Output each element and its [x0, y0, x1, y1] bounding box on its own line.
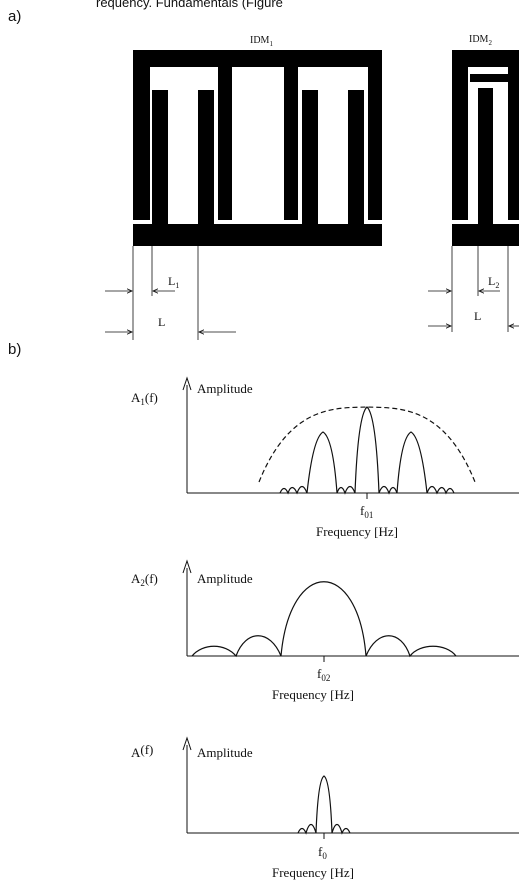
- idm2-left-frame: [452, 50, 468, 220]
- idm2-top-busbar: [452, 50, 519, 67]
- idm1-transducer: [133, 50, 382, 246]
- dim-l-label-2: L: [474, 309, 481, 323]
- plot-1-envelope: [258, 406, 476, 483]
- idm1-finger-cap-1: [152, 90, 168, 100]
- plot-2-tick-label: f02: [317, 666, 330, 683]
- panel-label-a: a): [8, 8, 22, 25]
- cropped-header-text: requency. Fundamentals (Figure: [96, 0, 283, 10]
- plot-1-amplitude-label: Amplitude: [197, 381, 253, 396]
- idm2-inner-bar: [470, 74, 508, 82]
- idm2-transducer: [452, 50, 519, 246]
- plot-3-response-curve: [297, 775, 351, 835]
- idm1-label: IDM1: [250, 35, 273, 48]
- plot-2-y-arrow: [182, 559, 192, 574]
- idm2-dimensions: [428, 246, 519, 332]
- idm1-finger-bottom-1: [152, 90, 168, 224]
- plot-1: [182, 376, 519, 499]
- plot-2-ylabel: A2(f): [131, 571, 158, 588]
- plot-1-ylabel: A1(f): [131, 390, 158, 407]
- plot-2-amplitude-label: Amplitude: [197, 571, 253, 586]
- plot-3-amplitude-label: Amplitude: [197, 745, 253, 760]
- plot-3-tick-label: f0: [318, 844, 327, 861]
- idm2-label: IDM2: [469, 34, 492, 47]
- dim-l1-label: L1: [168, 274, 179, 290]
- plot-3-xlabel: Frequency [Hz]: [272, 865, 354, 880]
- dim-l-label-1: L: [158, 315, 165, 329]
- idm1-finger-bottom-2: [198, 90, 214, 224]
- idm1-finger-top-1: [218, 50, 232, 220]
- panel-label-b: b): [8, 341, 22, 358]
- idm1-finger-top-2: [284, 50, 298, 220]
- plot-3: [182, 736, 519, 839]
- idm1-finger-bottom-3: [302, 90, 318, 224]
- idm1-finger-bottom-4: [348, 90, 364, 224]
- idm1-bottom-busbar: [133, 224, 382, 246]
- plot-2-response-curve: [191, 581, 457, 658]
- plot-1-xlabel: Frequency [Hz]: [316, 524, 398, 539]
- plot-1-y-arrow: [182, 376, 192, 391]
- idm1-dimensions: [105, 246, 236, 340]
- idm2-bottom-busbar: [452, 224, 519, 246]
- idm2-finger-bottom: [478, 88, 493, 224]
- plot-2: [182, 559, 519, 662]
- idm1-finger-cap-2: [198, 90, 214, 100]
- idm1-left-frame: [133, 50, 150, 220]
- dim-l2-label: L2: [488, 274, 499, 290]
- plot-1-tick-label: f01: [360, 503, 373, 520]
- idm1-finger-top-3: [368, 50, 382, 220]
- idm2-right-frame: [508, 50, 519, 220]
- plot-2-xlabel: Frequency [Hz]: [272, 687, 354, 702]
- plot-3-y-arrow: [182, 736, 192, 751]
- plot-3-ylabel: A(f): [131, 742, 153, 760]
- idm1-top-busbar: [133, 50, 382, 67]
- plot-1-response-curve: [279, 406, 455, 495]
